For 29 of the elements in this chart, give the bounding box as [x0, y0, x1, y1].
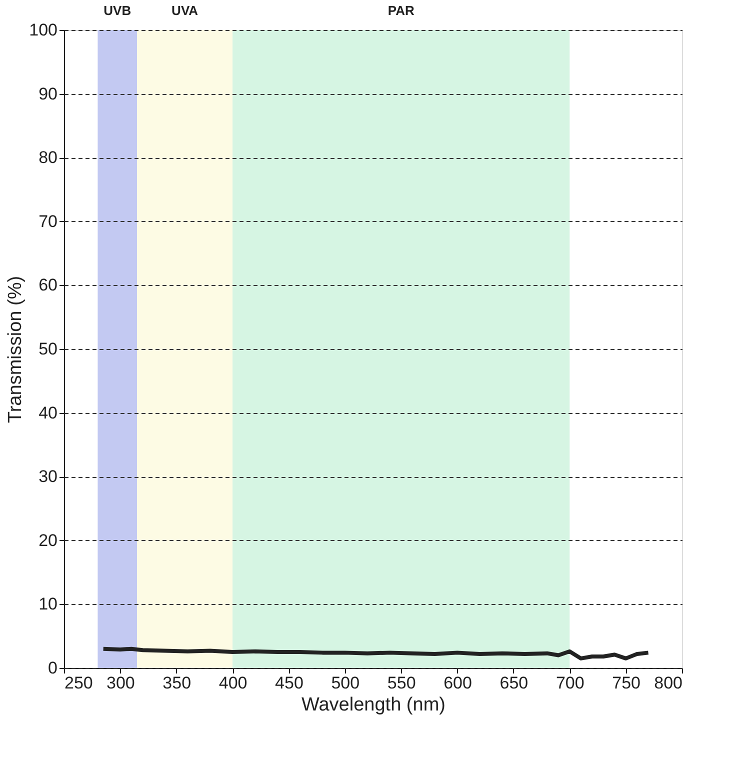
- y-tick-label: 70: [38, 212, 58, 231]
- x-tick-label: 250: [64, 674, 93, 692]
- y-tick-label: 30: [38, 467, 58, 486]
- y-tick-label: 60: [38, 276, 58, 295]
- y-tick-label: 50: [38, 340, 58, 358]
- y-tick-label: 0: [48, 658, 58, 678]
- x-tick-label: 400: [218, 674, 248, 692]
- y-tick-label: 100: [29, 20, 58, 40]
- y-tick-label: 20: [38, 530, 58, 550]
- x-axis-title: Wavelength (nm): [302, 694, 446, 716]
- y-tick-label: 80: [38, 148, 58, 168]
- x-tick-label: 700: [556, 674, 584, 692]
- x-tick-label: 450: [275, 674, 304, 692]
- x-tick-label: 800: [654, 674, 682, 692]
- y-tick-label: 10: [38, 594, 58, 614]
- x-tick-label: 750: [612, 674, 641, 692]
- y-axis-title: Transmission (%): [5, 276, 26, 424]
- y-tick-label: 40: [38, 403, 58, 422]
- line-series: [101, 646, 650, 660]
- x-tick-label: 350: [162, 674, 192, 692]
- x-tick-label: 300: [106, 674, 135, 692]
- x-tick-label: 600: [444, 674, 472, 692]
- x-tick-label: 500: [331, 674, 360, 692]
- x-tick-label: 650: [500, 674, 528, 692]
- x-tick-label: 550: [387, 674, 416, 692]
- band-label: UVA: [172, 3, 199, 18]
- band-label: PAR: [388, 3, 415, 18]
- y-tick-label: 90: [38, 84, 58, 104]
- band-label: UVB: [104, 3, 132, 18]
